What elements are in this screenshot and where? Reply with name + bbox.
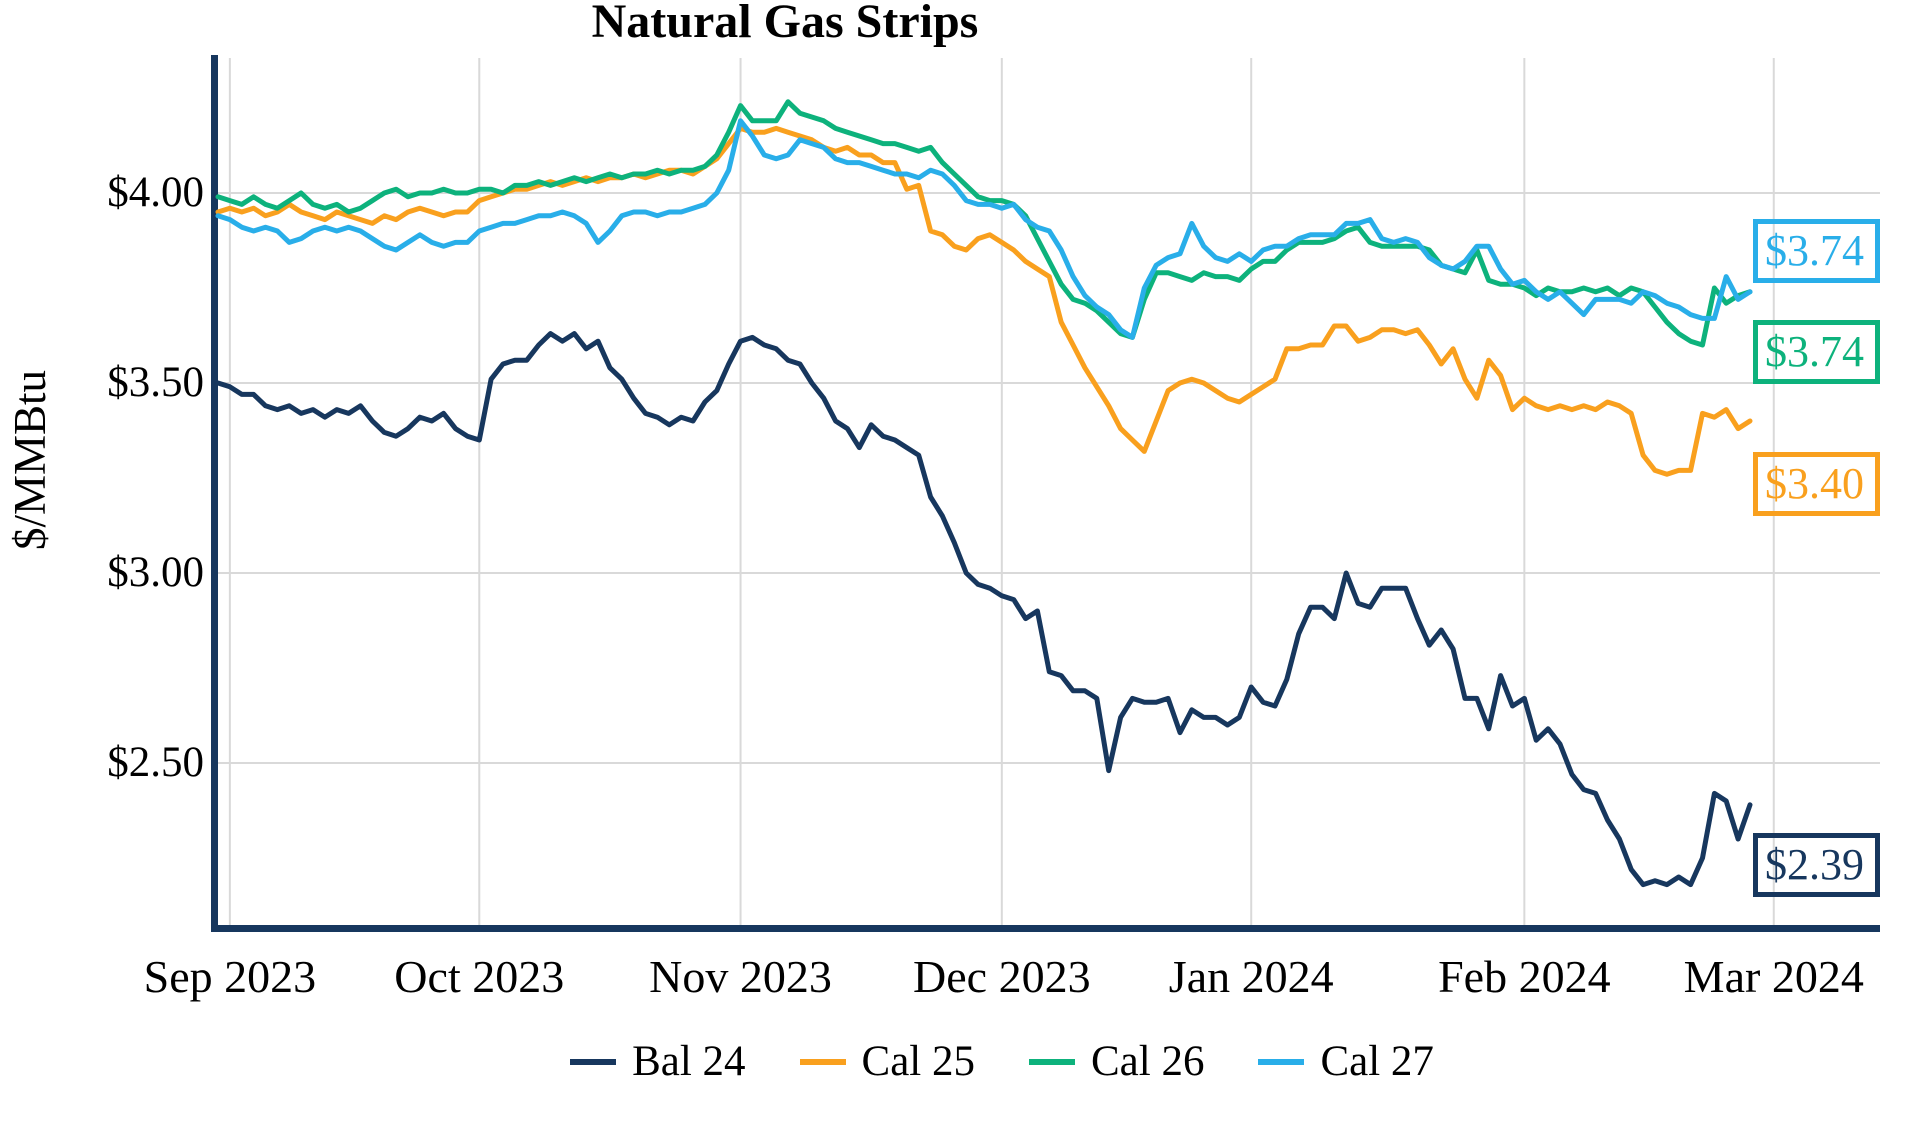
legend-line-icon <box>1029 1059 1075 1065</box>
x-tick-label: Oct 2023 <box>394 951 565 1002</box>
chart-title: Natural Gas Strips <box>591 0 979 48</box>
x-axis-line <box>211 925 1880 932</box>
series-line-cal-27 <box>215 118 1753 340</box>
legend-label: Cal 27 <box>1320 1038 1434 1085</box>
legend-line-icon <box>570 1059 617 1065</box>
x-tick-label: Jan 2024 <box>1168 951 1334 1002</box>
y-axis-line <box>211 55 218 932</box>
legend-item-cal-25: Cal 25 <box>799 1038 975 1086</box>
x-tick-label: Mar 2024 <box>1683 951 1864 1002</box>
x-tick-label: Feb 2024 <box>1438 951 1611 1002</box>
x-tick-label: Dec 2023 <box>913 951 1091 1002</box>
series-line-cal-26 <box>215 99 1753 348</box>
x-tick-label: Nov 2023 <box>649 951 832 1002</box>
legend-line-icon <box>1258 1059 1305 1065</box>
end-value-label-cal-26: $3.74 <box>1753 320 1880 384</box>
end-value-label-cal-27: $3.74 <box>1753 219 1880 283</box>
legend-label: Bal 24 <box>632 1038 746 1085</box>
legend: Bal 24 Cal 25 Cal 26 Cal 27 <box>84 1038 1920 1086</box>
legend-label: Cal 26 <box>1091 1038 1205 1085</box>
legend-line-icon <box>799 1059 846 1065</box>
legend-item-cal-26: Cal 26 <box>1029 1038 1204 1086</box>
y-tick-label: $2.50 <box>107 739 204 786</box>
y-tick-label: $3.00 <box>107 549 204 596</box>
y-tick-label: $4.00 <box>107 169 204 216</box>
y-tick-label: $3.50 <box>107 359 204 406</box>
series-line-bal-24 <box>215 331 1753 888</box>
legend-item-bal-24: Bal 24 <box>570 1038 746 1086</box>
legend-label: Cal 25 <box>861 1038 975 1085</box>
series-line-cal-25 <box>215 125 1753 477</box>
end-value-label-cal-25: $3.40 <box>1753 452 1880 516</box>
x-tick-label: Sep 2023 <box>143 951 317 1002</box>
legend-item-cal-27: Cal 27 <box>1258 1038 1434 1086</box>
end-value-label-bal-24: $2.39 <box>1753 833 1880 897</box>
